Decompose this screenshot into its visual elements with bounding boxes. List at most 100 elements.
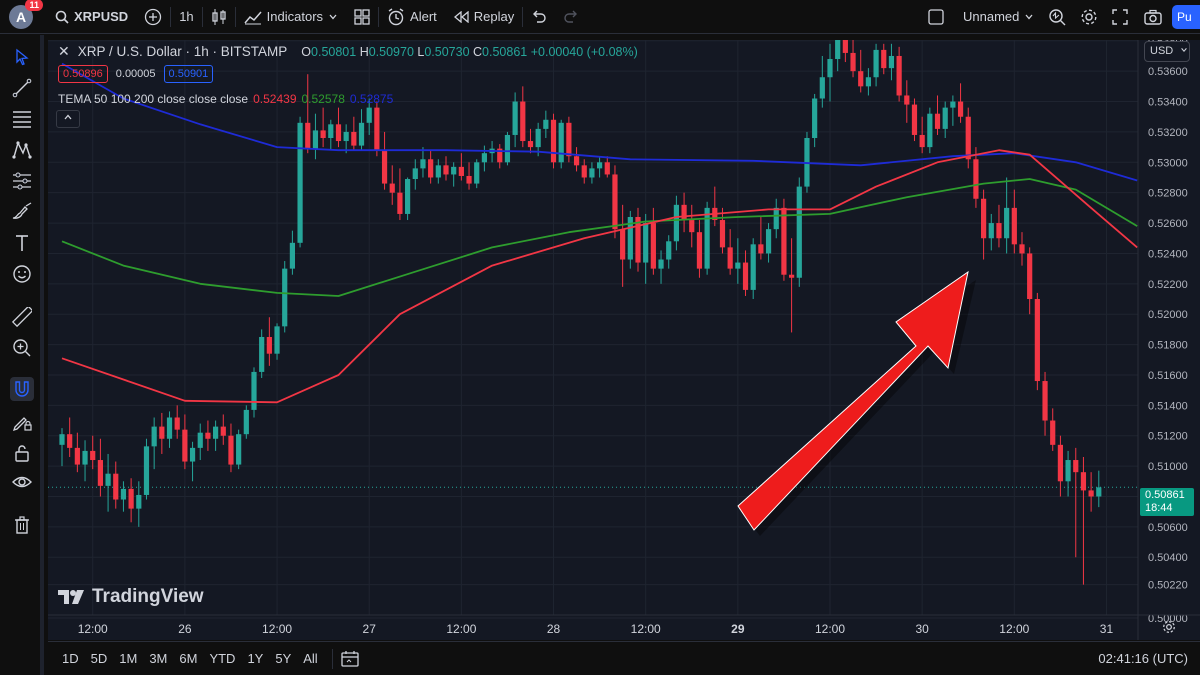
- date-range-button[interactable]: [341, 650, 359, 668]
- tema-lines: [61, 62, 1138, 404]
- y-tick-label: 0.52600: [1148, 218, 1188, 230]
- undo-button[interactable]: [523, 0, 555, 34]
- change-value: +0.00040 (+0.08%): [530, 44, 638, 59]
- utc-clock[interactable]: 02:41:16 (UTC): [1098, 651, 1188, 666]
- range-button-1y[interactable]: 1Y: [247, 651, 264, 666]
- tema-200-blue-line: [61, 62, 1138, 182]
- currency-selector[interactable]: USD: [1144, 41, 1190, 62]
- candle-body: [266, 336, 272, 354]
- candle-body: [82, 450, 88, 465]
- legend-title[interactable]: XRP / U.S. Dollar · 1h · BITSTAMP: [77, 44, 288, 59]
- symbol-search[interactable]: XRPUSD: [47, 0, 136, 34]
- x-tick-label: 26: [178, 622, 192, 636]
- tema-100-green-line: [61, 178, 1138, 297]
- sell-price-button[interactable]: 0.50896: [58, 65, 108, 83]
- chart-pane[interactable]: 0.538000.536000.534000.532000.530000.528…: [48, 40, 1200, 640]
- settings-button[interactable]: [1072, 0, 1106, 34]
- text-tool[interactable]: [10, 231, 34, 255]
- compare-button[interactable]: [136, 0, 170, 34]
- fullscreen-button[interactable]: [1104, 0, 1136, 34]
- tradingview-logo[interactable]: TradingView: [58, 586, 204, 608]
- measure-tool[interactable]: [10, 305, 34, 329]
- brush-icon: [12, 202, 32, 219]
- candle-body: [812, 98, 818, 138]
- magnet-tool[interactable]: [10, 377, 34, 401]
- forecast-tool[interactable]: [10, 169, 34, 193]
- fib-tool[interactable]: [10, 107, 34, 131]
- time-axis[interactable]: 12:00 26 12:00 27 12:00 28 12:00 29 12:00 30 12:00…: [48, 614, 1200, 636]
- grid-icon: [354, 8, 370, 25]
- indicator-legend[interactable]: TEMA 50 100 200 close close close 0.5243…: [58, 92, 393, 106]
- range-button-3m[interactable]: 3M: [149, 651, 168, 666]
- replay-button[interactable]: Replay: [445, 0, 522, 34]
- price-chart[interactable]: 0.538000.536000.534000.532000.530000.528…: [48, 40, 1200, 640]
- candle-body: [1042, 381, 1048, 421]
- collapse-legend-button[interactable]: [56, 110, 80, 128]
- candle-body: [789, 274, 795, 278]
- range-button-1d[interactable]: 1D: [62, 651, 79, 666]
- hide-drawings-tool[interactable]: [10, 470, 34, 494]
- close-legend-icon[interactable]: ✕: [58, 43, 70, 59]
- low-value: 0.50730: [424, 44, 470, 59]
- interval-button[interactable]: 1h: [171, 0, 201, 34]
- range-button-ytd[interactable]: YTD: [209, 651, 236, 666]
- candle-body: [796, 186, 802, 278]
- indicators-button[interactable]: Indicators: [236, 0, 346, 34]
- range-button-1m[interactable]: 1M: [119, 651, 138, 666]
- last-price-label: 0.50861 18:44: [1140, 488, 1194, 516]
- lock-all-tool[interactable]: [10, 441, 34, 465]
- templates-button[interactable]: [346, 0, 378, 34]
- chart-type-button[interactable]: [203, 0, 235, 34]
- annotation-arrow[interactable]: [737, 270, 976, 536]
- candle-body: [904, 95, 910, 105]
- separator: [378, 6, 380, 27]
- range-button-all[interactable]: All: [303, 651, 318, 666]
- layout-button[interactable]: Unnamed: [920, 0, 1042, 34]
- range-button-6m[interactable]: 6M: [179, 651, 198, 666]
- candle-body: [374, 107, 380, 151]
- candle-body: [658, 259, 664, 269]
- zoom-tool[interactable]: [10, 336, 34, 360]
- y-tick-label: 0.51800: [1148, 340, 1188, 352]
- pattern-tool[interactable]: [10, 138, 34, 162]
- lock-drawing-tool[interactable]: [10, 410, 34, 434]
- publish-button[interactable]: Pu: [1172, 5, 1200, 29]
- quick-search-button[interactable]: [1040, 0, 1074, 34]
- y-tick-label: 0.52800: [1148, 188, 1188, 200]
- candle-body: [497, 148, 503, 163]
- watermark-text: TradingView: [92, 586, 204, 607]
- range-buttons: 1D 5D 1M 3M 6M YTD 1Y 5Y All: [56, 651, 324, 666]
- trendline-tool[interactable]: [10, 76, 34, 100]
- candle-body: [1004, 207, 1010, 239]
- candle-body: [213, 426, 219, 439]
- price-axis[interactable]: 0.538000.536000.534000.532000.530000.528…: [1137, 40, 1188, 640]
- buy-price-button[interactable]: 0.50901: [163, 65, 214, 83]
- candle-body: [128, 488, 134, 509]
- range-button-5y[interactable]: 5Y: [275, 651, 292, 666]
- candle-body: [351, 131, 357, 146]
- candle-body: [589, 168, 595, 178]
- bid-ask-legend: 0.50896 0.00005 0.50901: [58, 65, 214, 83]
- candle-body: [566, 122, 572, 157]
- redo-button[interactable]: [555, 0, 587, 34]
- emoji-tool[interactable]: [10, 262, 34, 286]
- horizontal-lines-icon: [13, 111, 31, 128]
- tema-red-value: 0.52439: [253, 92, 297, 106]
- candle-body: [597, 162, 603, 169]
- candle-body: [835, 40, 841, 60]
- candle-body: [1088, 490, 1094, 497]
- tema-50-red-line: [61, 149, 1138, 404]
- scale-settings-button[interactable]: [1162, 620, 1176, 639]
- alert-button[interactable]: Alert: [379, 0, 445, 34]
- cursor-tool[interactable]: [10, 45, 34, 69]
- candle-body: [136, 494, 142, 509]
- remove-drawings-tool[interactable]: [10, 513, 34, 537]
- range-button-5d[interactable]: 5D: [90, 651, 108, 666]
- snapshot-button[interactable]: [1136, 0, 1170, 34]
- candle-body: [1065, 460, 1071, 482]
- candle-body: [765, 229, 772, 254]
- candle-body: [1027, 253, 1033, 300]
- user-avatar[interactable]: A 11: [9, 0, 43, 29]
- candle-body: [981, 198, 987, 239]
- brush-tool[interactable]: [10, 200, 34, 224]
